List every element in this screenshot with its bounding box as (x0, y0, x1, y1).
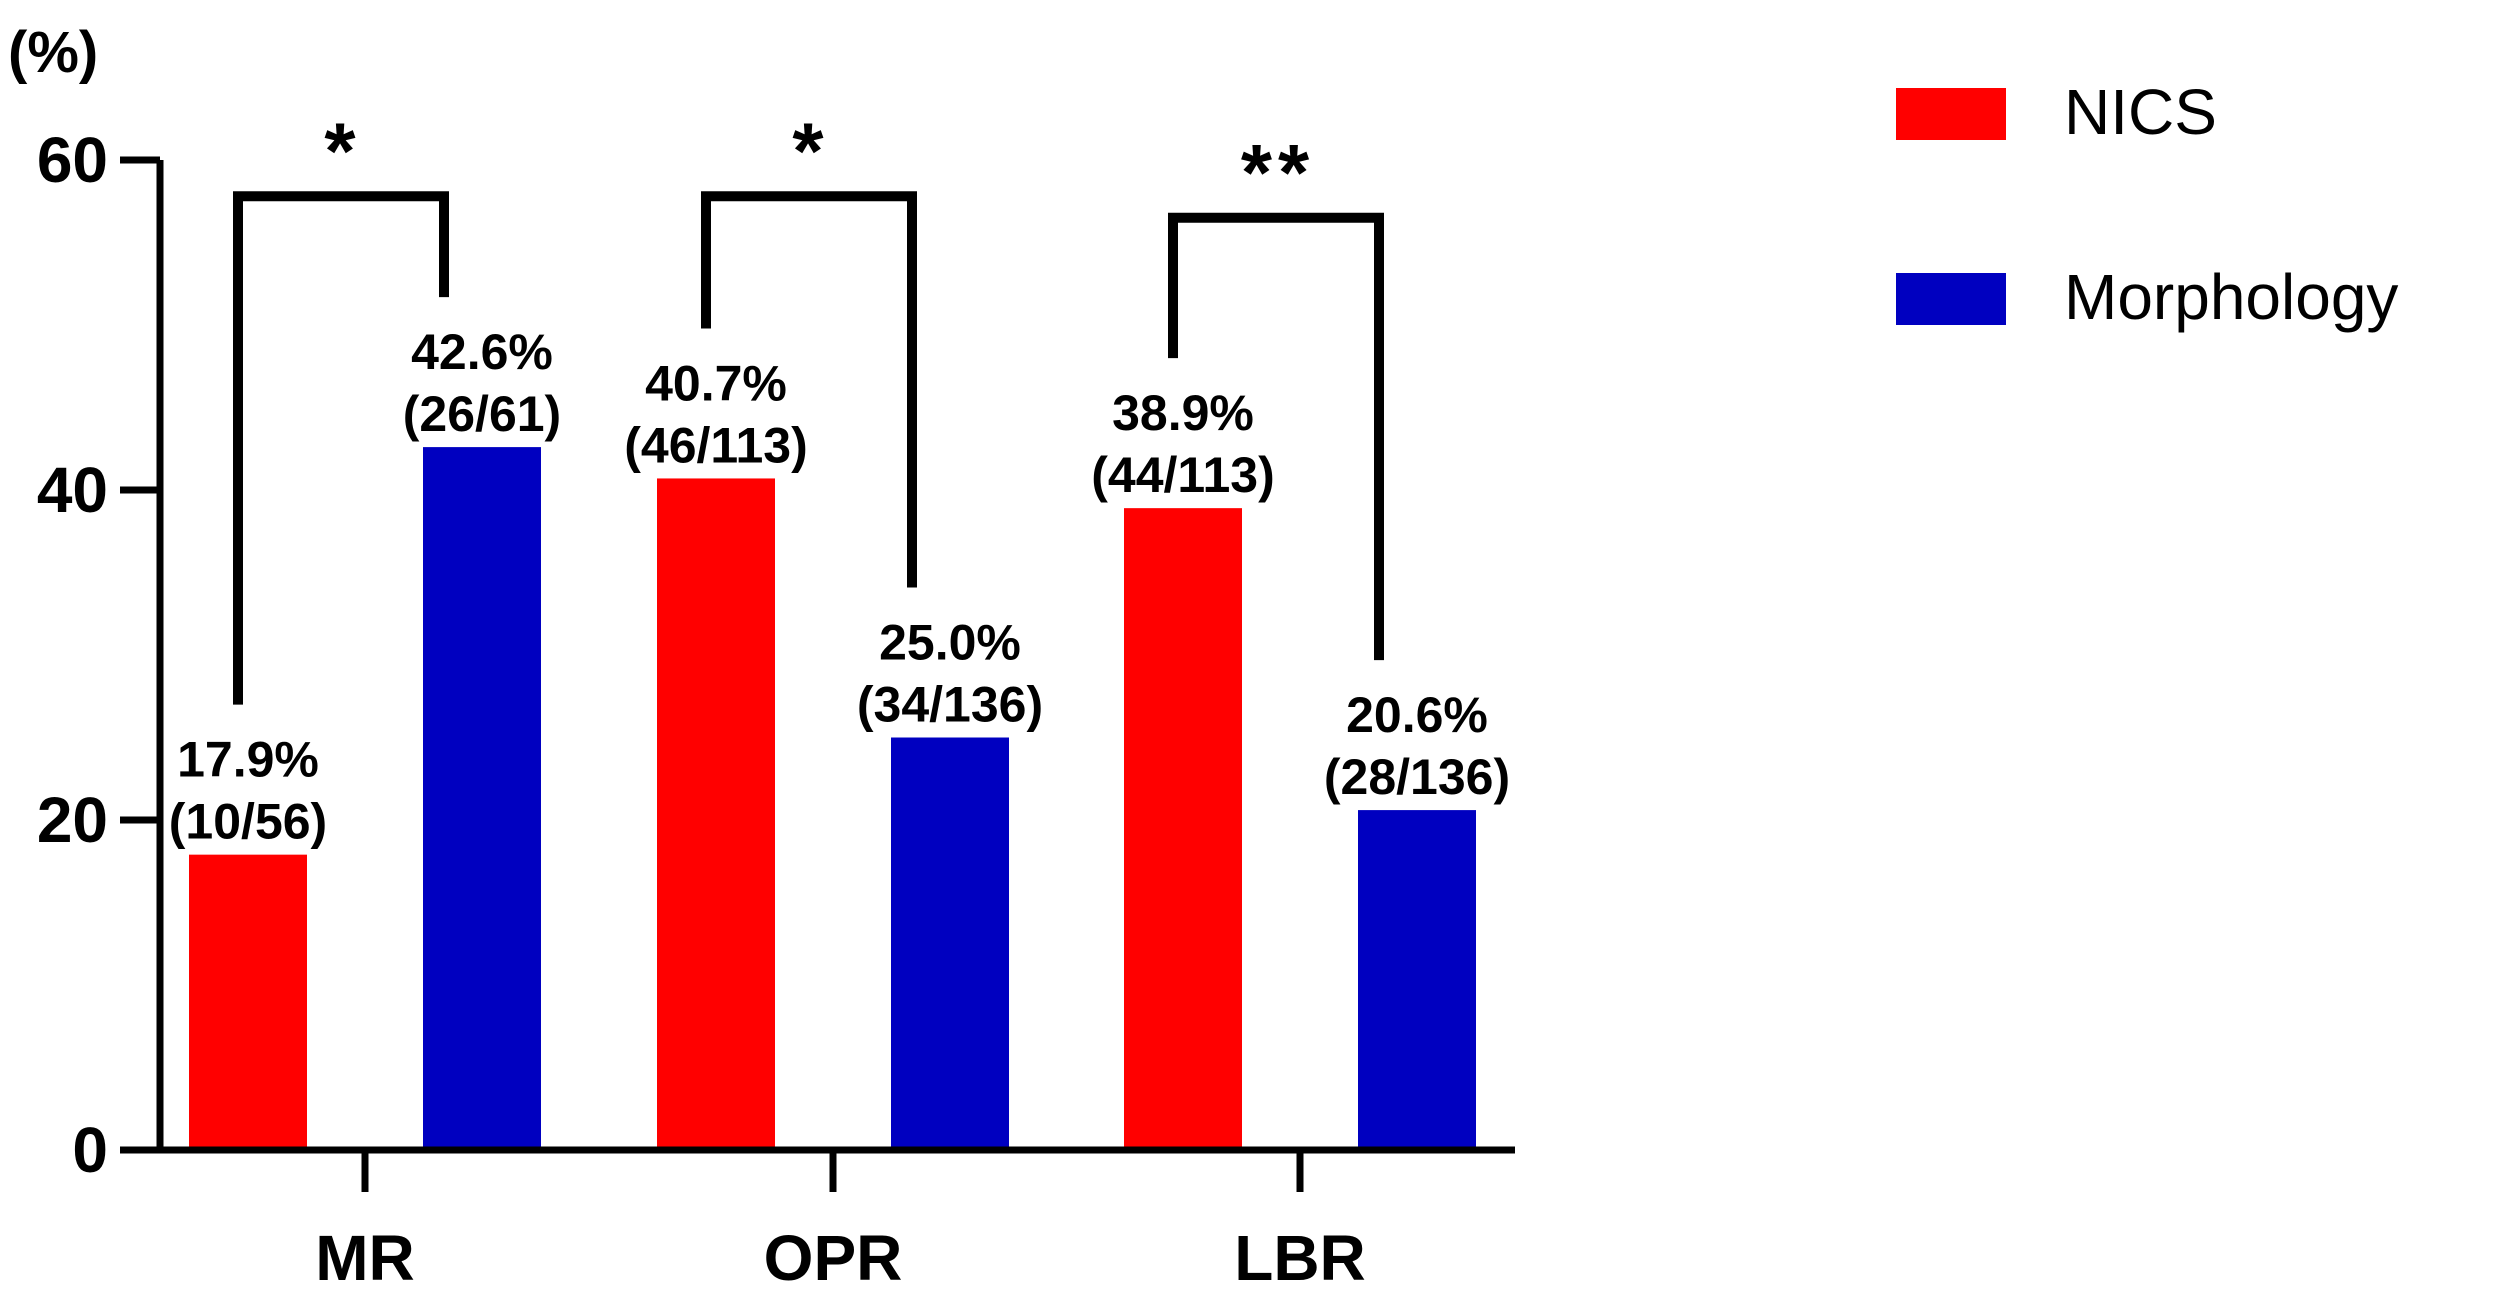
bar-morphology-opr (891, 737, 1009, 1150)
significance-marker: ** (1241, 128, 1315, 217)
fraction-label: (34/136) (857, 677, 1043, 733)
significance-marker: * (792, 106, 829, 195)
bar-nics-opr (657, 478, 775, 1150)
legend-label-morphology: Morphology (2064, 261, 2398, 333)
significance-bracket-mr (233, 191, 449, 705)
significance-marker: * (324, 106, 361, 195)
legend-label-nics: NICS (2064, 76, 2217, 148)
significance-bracket-lbr (1168, 212, 1384, 661)
fraction-label: (46/113) (624, 417, 807, 473)
legend-swatch-morphology (1896, 273, 2006, 325)
axes: 0 20 40 60 MR OPR LBR (37, 124, 1515, 1294)
data-labels: 17.9% (10/56) 40.7% (46/113) 38.9% (44/113) 42… (169, 324, 1510, 850)
fraction-label: (26/61) (403, 386, 561, 442)
bar-morphology-mr (423, 447, 541, 1151)
value-label: 25.0% (879, 615, 1021, 671)
bars (189, 447, 1476, 1151)
value-label: 40.7% (645, 355, 787, 411)
bar-nics-mr (189, 854, 307, 1150)
significance-bracket-opr (701, 191, 917, 588)
legend-swatch-nics (1896, 88, 2006, 140)
fraction-label: (44/113) (1091, 447, 1274, 503)
x-tick-label: OPR (764, 1222, 903, 1294)
legend: NICS Morphology (1896, 76, 2398, 333)
y-tick-label: 20 (37, 784, 108, 856)
fraction-label: (10/56) (169, 794, 327, 850)
y-axis-unit: (%) (8, 20, 98, 85)
bar-nics-lbr (1124, 508, 1242, 1150)
x-tick-label: LBR (1234, 1222, 1366, 1294)
significance-brackets: * * ** (233, 106, 1384, 705)
y-tick-label: 60 (37, 124, 108, 196)
value-label: 20.6% (1346, 687, 1488, 743)
value-label: 42.6% (411, 324, 553, 380)
y-tick-label: 0 (72, 1114, 108, 1186)
x-tick-label: MR (315, 1222, 415, 1294)
fraction-label: (28/136) (1324, 749, 1510, 805)
y-tick-label: 40 (37, 454, 108, 526)
bar-morphology-lbr (1358, 810, 1476, 1150)
value-label: 17.9% (177, 732, 319, 788)
value-label: 38.9% (1112, 385, 1254, 441)
